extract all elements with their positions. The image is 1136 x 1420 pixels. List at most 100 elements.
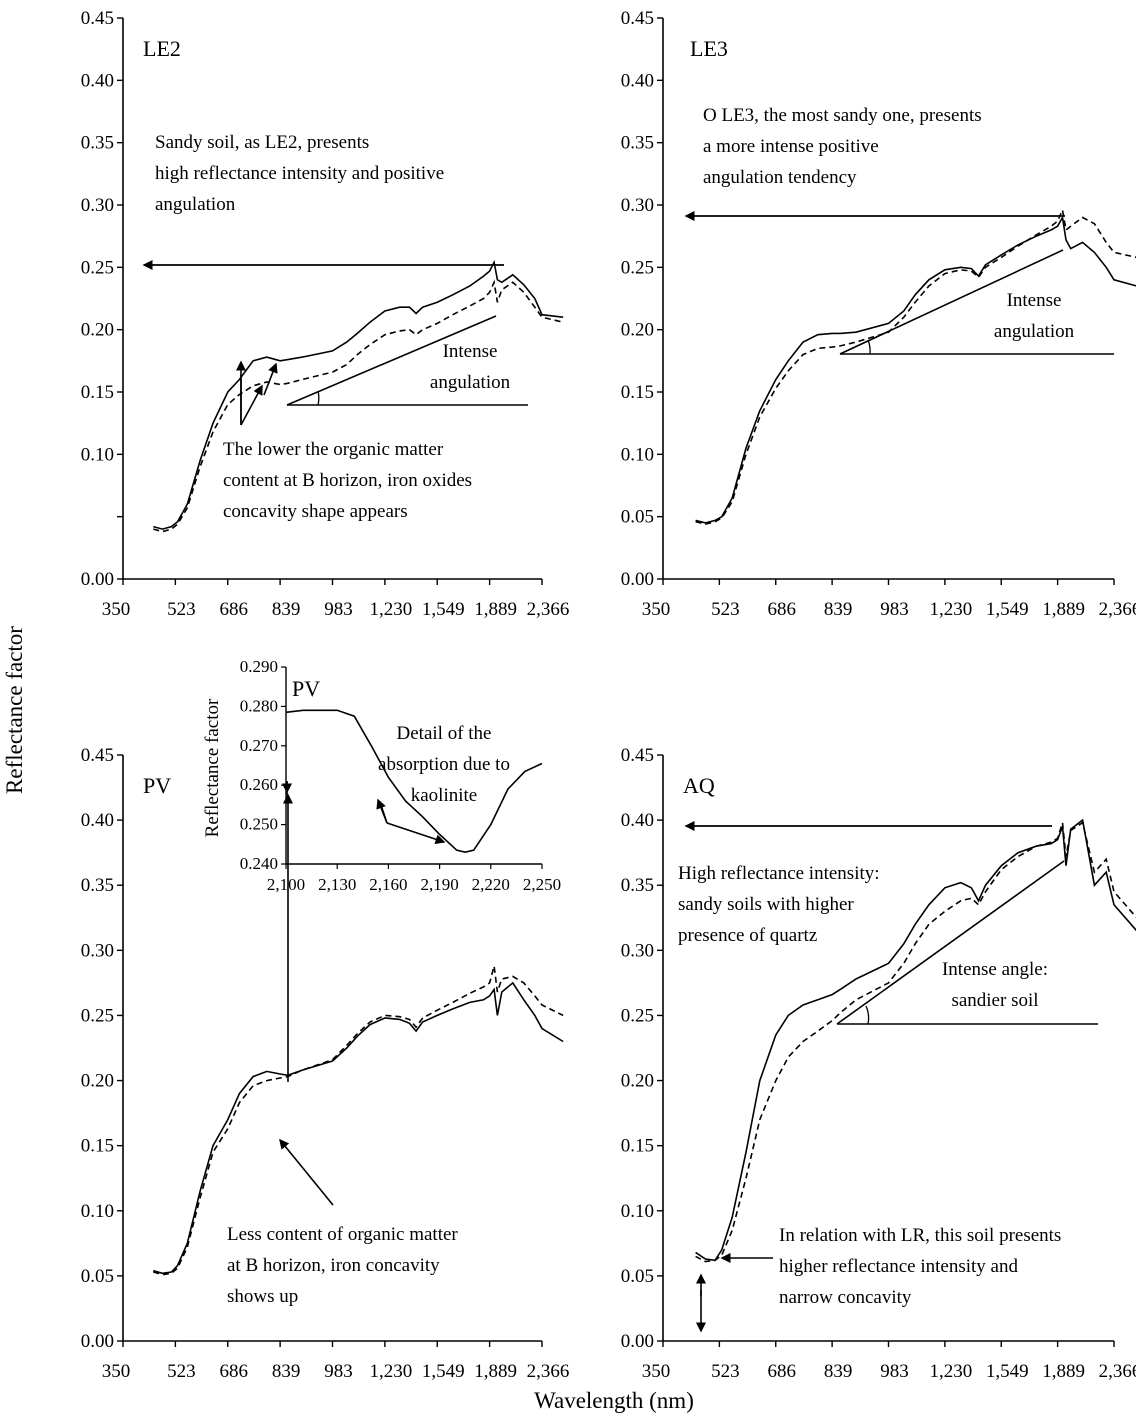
kaolinite-arrow-up (376, 798, 388, 824)
y-tick-label: 0.20 (621, 1071, 654, 1092)
annotation-text: High reflectance intensity: (678, 863, 880, 884)
y-tick-label: 0.240 (240, 854, 278, 873)
x-tick-label: 350 (642, 1361, 671, 1382)
y-tick-label: 0.40 (81, 70, 114, 91)
annotation-text: high reflectance intensity and positive (155, 163, 444, 184)
x-tick-label: 1,889 (1042, 1361, 1085, 1382)
annotation-text: angulation (155, 194, 236, 215)
inset-y-axis-title: Reflectance factor (202, 698, 223, 837)
y-tick-label: 0.20 (81, 1071, 114, 1092)
x-tick-label: 1,549 (986, 599, 1029, 620)
annotation-text: concavity shape appears (223, 501, 408, 522)
x-tick-label: 1,549 (986, 1361, 1029, 1382)
angle-arc (865, 1005, 870, 1025)
x-tick-label: 1,549 (422, 599, 465, 620)
x-tick-label: 686 (220, 599, 249, 620)
x-tick-label: 350 (102, 1361, 131, 1382)
y-tick-label: 0.280 (240, 696, 278, 715)
x-tick-label: 523 (167, 599, 196, 620)
angle-arc (317, 390, 320, 406)
x-tick-label: 2,220 (472, 875, 510, 894)
annotation-text: Detail of the (397, 723, 492, 744)
y-tick-label: 0.00 (81, 569, 114, 590)
y-tick-label: 0.45 (81, 745, 114, 766)
y-tick-label: 0.45 (621, 745, 654, 766)
y-tick-label: 0.25 (621, 1005, 654, 1026)
y-tick-label: 0.270 (240, 736, 278, 755)
y-tick-label: 0.05 (621, 507, 654, 528)
y-tick-label: 0.35 (621, 875, 654, 896)
angulation-slope-line (286, 315, 497, 406)
x-tick-label: 2,160 (369, 875, 407, 894)
y-tick-label: 0.30 (81, 940, 114, 961)
y-tick-label: 0.10 (81, 444, 114, 465)
y-tick-label: 0.290 (240, 657, 278, 676)
panel-le3: 0.00 0.05 0.10 0.15 0.20 0.25 0.30 0.35 0.40 0.45… (621, 8, 1136, 620)
x-tick-label: 1,549 (422, 1361, 465, 1382)
annotation-text: sandy soils with higher (678, 894, 854, 915)
x-tick-label: 2,250 (523, 875, 561, 894)
series-line-solid (153, 981, 564, 1275)
y-tick-label: 0.30 (621, 195, 654, 216)
annotation-text: at B horizon, iron concavity (227, 1255, 440, 1276)
panel-title: AQ (683, 773, 715, 798)
y-tick-label: 0.260 (240, 775, 278, 794)
figure-x-axis-title: Wavelength (nm) (534, 1388, 694, 1413)
annotation-text: sandier soil (951, 990, 1038, 1011)
y-tick-label: 0.00 (621, 1331, 654, 1352)
y-tick-label: 0.250 (240, 815, 278, 834)
y-tick-label: 0.10 (621, 444, 654, 465)
angulation-slope-line (836, 860, 1065, 1025)
x-tick-label: 2,130 (318, 875, 356, 894)
series-line-solid (285, 709, 543, 854)
panel-title: LE3 (690, 36, 728, 61)
x-tick-label: 839 (824, 1361, 853, 1382)
x-tick-label: 1,889 (474, 599, 517, 620)
x-tick-label: 350 (642, 599, 671, 620)
x-tick-label: 523 (167, 1361, 196, 1382)
y-tick-label: 0.30 (81, 195, 114, 216)
x-tick-label: 983 (324, 1361, 353, 1382)
concavity-arrow-up (279, 1138, 334, 1206)
y-tick-label: 0.05 (81, 1266, 114, 1287)
annotation-text: kaolinite (411, 785, 477, 806)
series-line-solid (153, 259, 564, 530)
concavity-arrow-right (263, 362, 278, 396)
y-tick-label: 0.00 (81, 1331, 114, 1352)
x-tick-label: 1,230 (370, 1361, 413, 1382)
y-tick-label: 0.35 (621, 133, 654, 154)
y-tick-label: 0.00 (621, 569, 654, 590)
annotation-text: narrow concavity (779, 1287, 912, 1308)
annotation-text: a more intense positive (703, 136, 879, 157)
panel-aq: 0.00 0.05 0.10 0.15 0.20 0.25 0.30 0.35 0.40 0.45… (621, 745, 1136, 1382)
y-tick-label: 0.40 (81, 810, 114, 831)
series-line-dashed (153, 965, 564, 1276)
series-line-dashed (695, 207, 1136, 525)
x-tick-label: 2,366 (527, 599, 570, 620)
panel-pv-inset: 0.240 0.250 0.260 0.270 0.280 0.290 2,100 2,130… (202, 657, 561, 894)
x-tick-label: 1,230 (930, 1361, 973, 1382)
panel-title: PV (292, 676, 320, 701)
annotation-text: Intense angle: (942, 959, 1048, 980)
annotation-text: content at B horizon, iron oxides (223, 470, 472, 491)
x-tick-label: 1,889 (1042, 599, 1085, 620)
x-tick-label: 2,190 (420, 875, 458, 894)
annotation-text: Intense (1007, 290, 1062, 311)
series-line-dashed (153, 279, 564, 533)
annotation-text: Intense (443, 341, 498, 362)
annotation-text: higher reflectance intensity and (779, 1256, 1018, 1277)
x-tick-label: 983 (324, 599, 353, 620)
y-tick-label: 0.15 (621, 1136, 654, 1157)
annotation-text: Less content of organic matter (227, 1224, 458, 1245)
annotation-text: Sandy soil, as LE2, presents (155, 132, 369, 153)
annotation-text: presence of quartz (678, 925, 817, 946)
y-tick-label: 0.45 (621, 8, 654, 29)
series-line-solid (695, 818, 1136, 1262)
x-tick-label: 2,366 (1099, 1361, 1136, 1382)
y-tick-label: 0.45 (81, 8, 114, 29)
x-tick-label: 839 (272, 599, 301, 620)
figure-y-axis-title: Reflectance factor (2, 626, 27, 794)
x-tick-label: 2,366 (1099, 599, 1136, 620)
x-tick-label: 350 (102, 599, 131, 620)
x-tick-label: 686 (768, 1361, 797, 1382)
